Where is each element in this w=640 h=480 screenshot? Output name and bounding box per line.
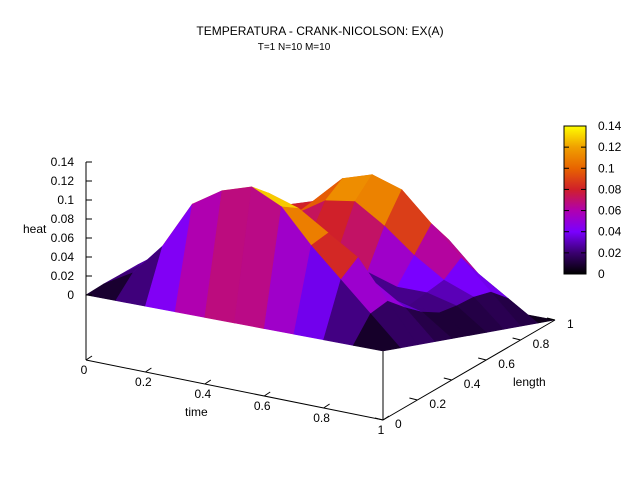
x-axis-label: time — [185, 405, 208, 419]
y-tick-mark — [512, 337, 521, 341]
colorbar-gradient — [563, 125, 587, 275]
colorbar-tick-label: 0.04 — [598, 225, 622, 239]
z-tick-label: 0.08 — [51, 212, 75, 226]
y-axis-label: length — [513, 375, 546, 389]
y-tick-label: 0.2 — [429, 397, 446, 411]
y-tick-label: 0.6 — [498, 357, 515, 371]
colorbar-tick-label: 0.14 — [598, 119, 622, 133]
colorbar: 0 0.02 0.04 0.06 0.08 0.1 0.12 0.14 — [563, 119, 622, 281]
z-axis-label: heat — [23, 222, 47, 236]
surface-facet — [352, 313, 401, 352]
x-tick-label: 0.2 — [135, 375, 152, 389]
surface-mesh — [85, 174, 556, 352]
z-tick-label: 0 — [67, 288, 74, 302]
y-tick-mark — [374, 417, 384, 421]
z-tick-label: 0.12 — [51, 174, 75, 188]
z-tick-label: 0.14 — [51, 155, 75, 169]
x-tick-label: 0 — [81, 363, 88, 377]
x-tick-mark — [85, 355, 93, 361]
y-tick-mark — [409, 397, 418, 401]
y-tick-label: 1 — [567, 317, 574, 331]
x-axis-line — [85, 359, 384, 421]
y-tick-mark — [478, 357, 487, 361]
x-tick-mark — [323, 403, 330, 409]
x-tick-label: 0.4 — [194, 387, 211, 401]
colorbar-tick-label: 0.12 — [598, 140, 622, 154]
y-tick-label: 0 — [395, 417, 402, 431]
y-tick-label: 0.4 — [464, 377, 481, 391]
z-tick-label: 0.04 — [51, 250, 75, 264]
y-tick-mark — [443, 377, 452, 381]
y-axis-line — [382, 319, 556, 421]
colorbar-tick-label: 0.06 — [598, 204, 622, 218]
z-tick-label: 0.1 — [57, 193, 74, 207]
axis-ticks: 0 0.02 0.04 0.06 0.08 0.1 0.12 0.14 0 0.2 0.4 0.6 0.… — [51, 155, 574, 437]
axes-box — [85, 162, 556, 421]
x-tick-mark — [204, 379, 212, 385]
chart-title: TEMPERATURA - CRANK-NICOLSON: EX(A) — [196, 24, 444, 38]
x-tick-label: 1 — [378, 423, 385, 437]
x-tick-mark — [263, 391, 271, 397]
colorbar-tick-label: 0.08 — [598, 182, 622, 196]
colorbar-tick-label: 0.02 — [598, 246, 622, 260]
z-tick-label: 0.02 — [51, 269, 75, 283]
z-tick-label: 0.06 — [51, 231, 75, 245]
colorbar-tick-label: 0 — [598, 267, 605, 281]
colorbar-tick-label: 0.1 — [598, 161, 615, 175]
y-tick-mark — [546, 317, 556, 321]
y-tick-label: 0.8 — [533, 337, 550, 351]
chart-subtitle: T=1 N=10 M=10 — [257, 42, 331, 53]
x-tick-label: 0.8 — [313, 411, 330, 425]
x-tick-mark — [382, 415, 390, 421]
x-tick-mark — [145, 367, 152, 373]
x-tick-label: 0.6 — [254, 399, 271, 413]
